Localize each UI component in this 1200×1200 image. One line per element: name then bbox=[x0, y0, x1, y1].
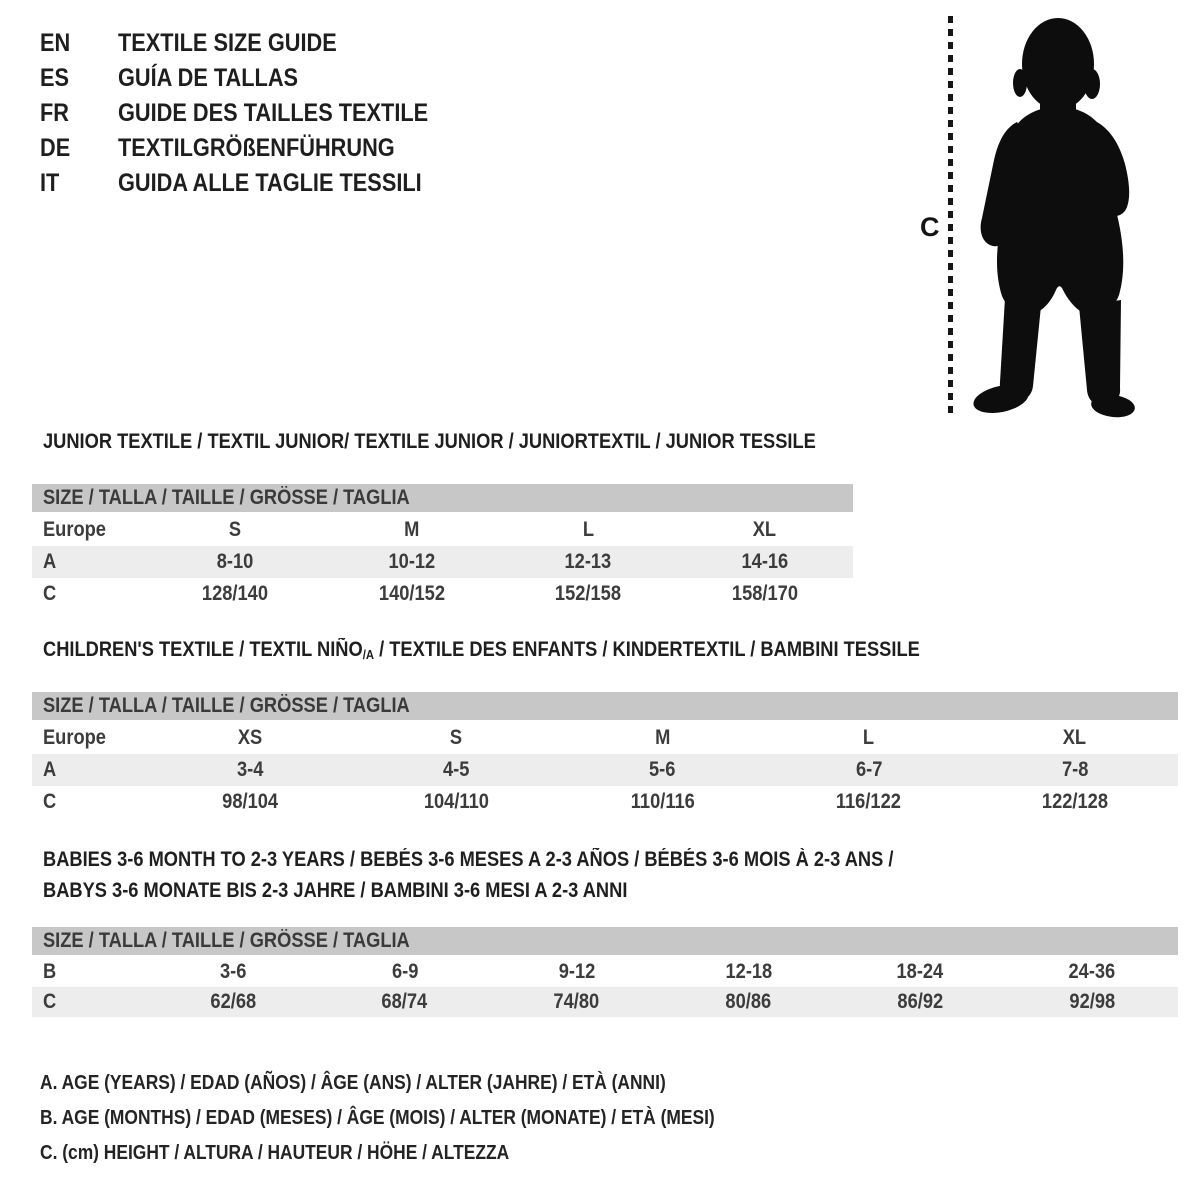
cell-value: 12-13 bbox=[564, 550, 612, 573]
cell-value: 6-9 bbox=[391, 960, 418, 983]
section-title-text: CHILDREN'S TEXTILE / TEXTIL NIÑO bbox=[43, 638, 363, 661]
cell-value: 9-12 bbox=[558, 960, 595, 983]
cell-value: 110/116 bbox=[630, 790, 695, 813]
table-header-row: Europe XS S M L XL bbox=[32, 722, 1178, 754]
footnote-legend: A. AGE (YEARS) / EDAD (AÑOS) / ÂGE (ANS)… bbox=[40, 1066, 816, 1171]
cell-value: 92/98 bbox=[1069, 990, 1115, 1013]
col-header: S bbox=[450, 726, 463, 749]
footnote-a: A. AGE (YEARS) / EDAD (AÑOS) / ÂGE (ANS)… bbox=[40, 1072, 666, 1094]
cell-value: 122/128 bbox=[1041, 790, 1108, 813]
cell-value: 152/158 bbox=[555, 582, 622, 605]
children-size-table: SIZE / TALLA / TAILLE / GRÖSSE / TAGLIA … bbox=[32, 692, 1178, 818]
toddler-silhouette-icon bbox=[973, 18, 1135, 418]
col-header: XL bbox=[1063, 726, 1087, 749]
language-item: IT GUIDA ALLE TAGLIE TESSILI bbox=[40, 166, 475, 201]
cell-value: 7-8 bbox=[1061, 758, 1089, 781]
col-header: M bbox=[404, 518, 420, 541]
language-title-block: EN TEXTILE SIZE GUIDE ES GUÍA DE TALLAS … bbox=[40, 26, 475, 201]
row-label: A bbox=[43, 550, 57, 573]
col-header: L bbox=[582, 518, 594, 541]
cell-value: 68/74 bbox=[381, 990, 428, 1013]
language-code: EN bbox=[40, 29, 71, 57]
cell-value: 74/80 bbox=[553, 990, 600, 1013]
cell-value: 3-4 bbox=[236, 758, 264, 781]
section-title-text: / TEXTILE DES ENFANTS / KINDERTEXTIL / B… bbox=[374, 638, 920, 661]
cell-value: 8-10 bbox=[216, 550, 254, 573]
language-title: GUIDA ALLE TAGLIE TESSILI bbox=[118, 169, 422, 197]
row-label: C bbox=[43, 582, 57, 605]
cell-value: 128/140 bbox=[202, 582, 269, 605]
language-item: FR GUIDE DES TAILLES TEXTILE bbox=[40, 96, 475, 131]
language-item: ES GUÍA DE TALLAS bbox=[40, 61, 475, 96]
cell-value: 140/152 bbox=[378, 582, 445, 605]
col-header: M bbox=[654, 726, 671, 749]
col-header: S bbox=[229, 518, 242, 541]
size-header-bar: SIZE / TALLA / TAILLE / GRÖSSE / TAGLIA bbox=[32, 927, 1178, 957]
table-row: C 62/68 68/74 74/80 80/86 86/92 92/98 bbox=[32, 987, 1178, 1017]
table-row: C 98/104 104/110 110/116 116/122 122/128 bbox=[32, 786, 1178, 818]
cell-value: 3-6 bbox=[219, 960, 247, 983]
table-row: A 8-10 10-12 12-13 14-16 bbox=[32, 546, 853, 578]
row-label: A bbox=[43, 758, 57, 781]
size-header-text: SIZE / TALLA / TAILLE / GRÖSSE / TAGLIA bbox=[43, 486, 410, 509]
height-measure-label: C bbox=[920, 212, 940, 242]
section-title-children: CHILDREN'S TEXTILE / TEXTIL NIÑO/A / TEX… bbox=[43, 634, 1051, 667]
language-title: GUÍA DE TALLAS bbox=[118, 64, 299, 92]
col-header: L bbox=[863, 726, 875, 749]
row-label: C bbox=[43, 990, 57, 1013]
cell-value: 86/92 bbox=[897, 990, 944, 1013]
size-header-text: SIZE / TALLA / TAILLE / GRÖSSE / TAGLIA bbox=[43, 929, 410, 952]
size-header-bar: SIZE / TALLA / TAILLE / GRÖSSE / TAGLIA bbox=[32, 692, 1178, 722]
table-row: A 3-4 4-5 5-6 6-7 7-8 bbox=[32, 754, 1178, 786]
table-row: C 128/140 140/152 152/158 158/170 bbox=[32, 578, 853, 610]
language-title: TEXTILGRÖßENFÜHRUNG bbox=[118, 134, 395, 162]
cell-value: 12-18 bbox=[725, 960, 772, 983]
language-title: GUIDE DES TAILLES TEXTILE bbox=[118, 99, 429, 127]
section-title-babies: BABIES 3-6 MONTH TO 2-3 YEARS / BEBÉS 3-… bbox=[43, 844, 1021, 906]
cell-value: 6-7 bbox=[855, 758, 882, 781]
cell-value: 104/110 bbox=[423, 790, 489, 813]
row-label: Europe bbox=[43, 518, 106, 541]
section-title-text: BABYS 3-6 MONATE BIS 2-3 JAHRE / BAMBINI… bbox=[43, 879, 628, 902]
junior-size-table: SIZE / TALLA / TAILLE / GRÖSSE / TAGLIA … bbox=[32, 484, 853, 610]
cell-value: 18-24 bbox=[896, 960, 944, 983]
language-code: IT bbox=[40, 169, 60, 197]
cell-value: 24-36 bbox=[1068, 960, 1116, 983]
section-title-text: BABIES 3-6 MONTH TO 2-3 YEARS / BEBÉS 3-… bbox=[43, 848, 894, 871]
cell-value: 98/104 bbox=[222, 790, 279, 813]
row-label: C bbox=[43, 790, 57, 813]
language-code: FR bbox=[40, 99, 69, 127]
language-code: DE bbox=[40, 134, 71, 162]
babies-size-table: SIZE / TALLA / TAILLE / GRÖSSE / TAGLIA … bbox=[32, 927, 1178, 1017]
cell-value: 4-5 bbox=[443, 758, 470, 781]
row-label: Europe bbox=[43, 726, 106, 749]
table-header-row: Europe S M L XL bbox=[32, 514, 853, 546]
cell-value: 14-16 bbox=[741, 550, 789, 573]
footnote-b: B. AGE (MONTHS) / EDAD (MESES) / ÂGE (MO… bbox=[40, 1107, 715, 1129]
section-title-text: JUNIOR TEXTILE / TEXTIL JUNIOR/ TEXTILE … bbox=[43, 430, 816, 453]
section-title-junior: JUNIOR TEXTILE / TEXTIL JUNIOR/ TEXTILE … bbox=[43, 426, 931, 457]
cell-value: 80/86 bbox=[725, 990, 772, 1013]
cell-value: 5-6 bbox=[649, 758, 676, 781]
footnote-c: C. (cm) HEIGHT / ALTURA / HAUTEUR / HÖHE… bbox=[40, 1142, 510, 1164]
height-measure-dashed-line bbox=[948, 16, 953, 416]
cell-value: 116/122 bbox=[836, 790, 902, 813]
language-code: ES bbox=[40, 64, 70, 92]
row-label: B bbox=[43, 960, 57, 983]
col-header: XS bbox=[237, 726, 263, 749]
size-header-bar: SIZE / TALLA / TAILLE / GRÖSSE / TAGLIA bbox=[32, 484, 853, 514]
cell-value: 158/170 bbox=[731, 582, 798, 605]
cell-value: 10-12 bbox=[388, 550, 436, 573]
table-row: B 3-6 6-9 9-12 12-18 18-24 24-36 bbox=[32, 957, 1178, 987]
size-header-text: SIZE / TALLA / TAILLE / GRÖSSE / TAGLIA bbox=[43, 694, 410, 717]
cell-value: 62/68 bbox=[210, 990, 256, 1013]
col-header: XL bbox=[753, 518, 777, 541]
section-title-subscript: /A bbox=[362, 647, 375, 662]
language-item: DE TEXTILGRÖßENFÜHRUNG bbox=[40, 131, 475, 166]
language-title: TEXTILE SIZE GUIDE bbox=[118, 29, 337, 57]
language-item: EN TEXTILE SIZE GUIDE bbox=[40, 26, 475, 61]
